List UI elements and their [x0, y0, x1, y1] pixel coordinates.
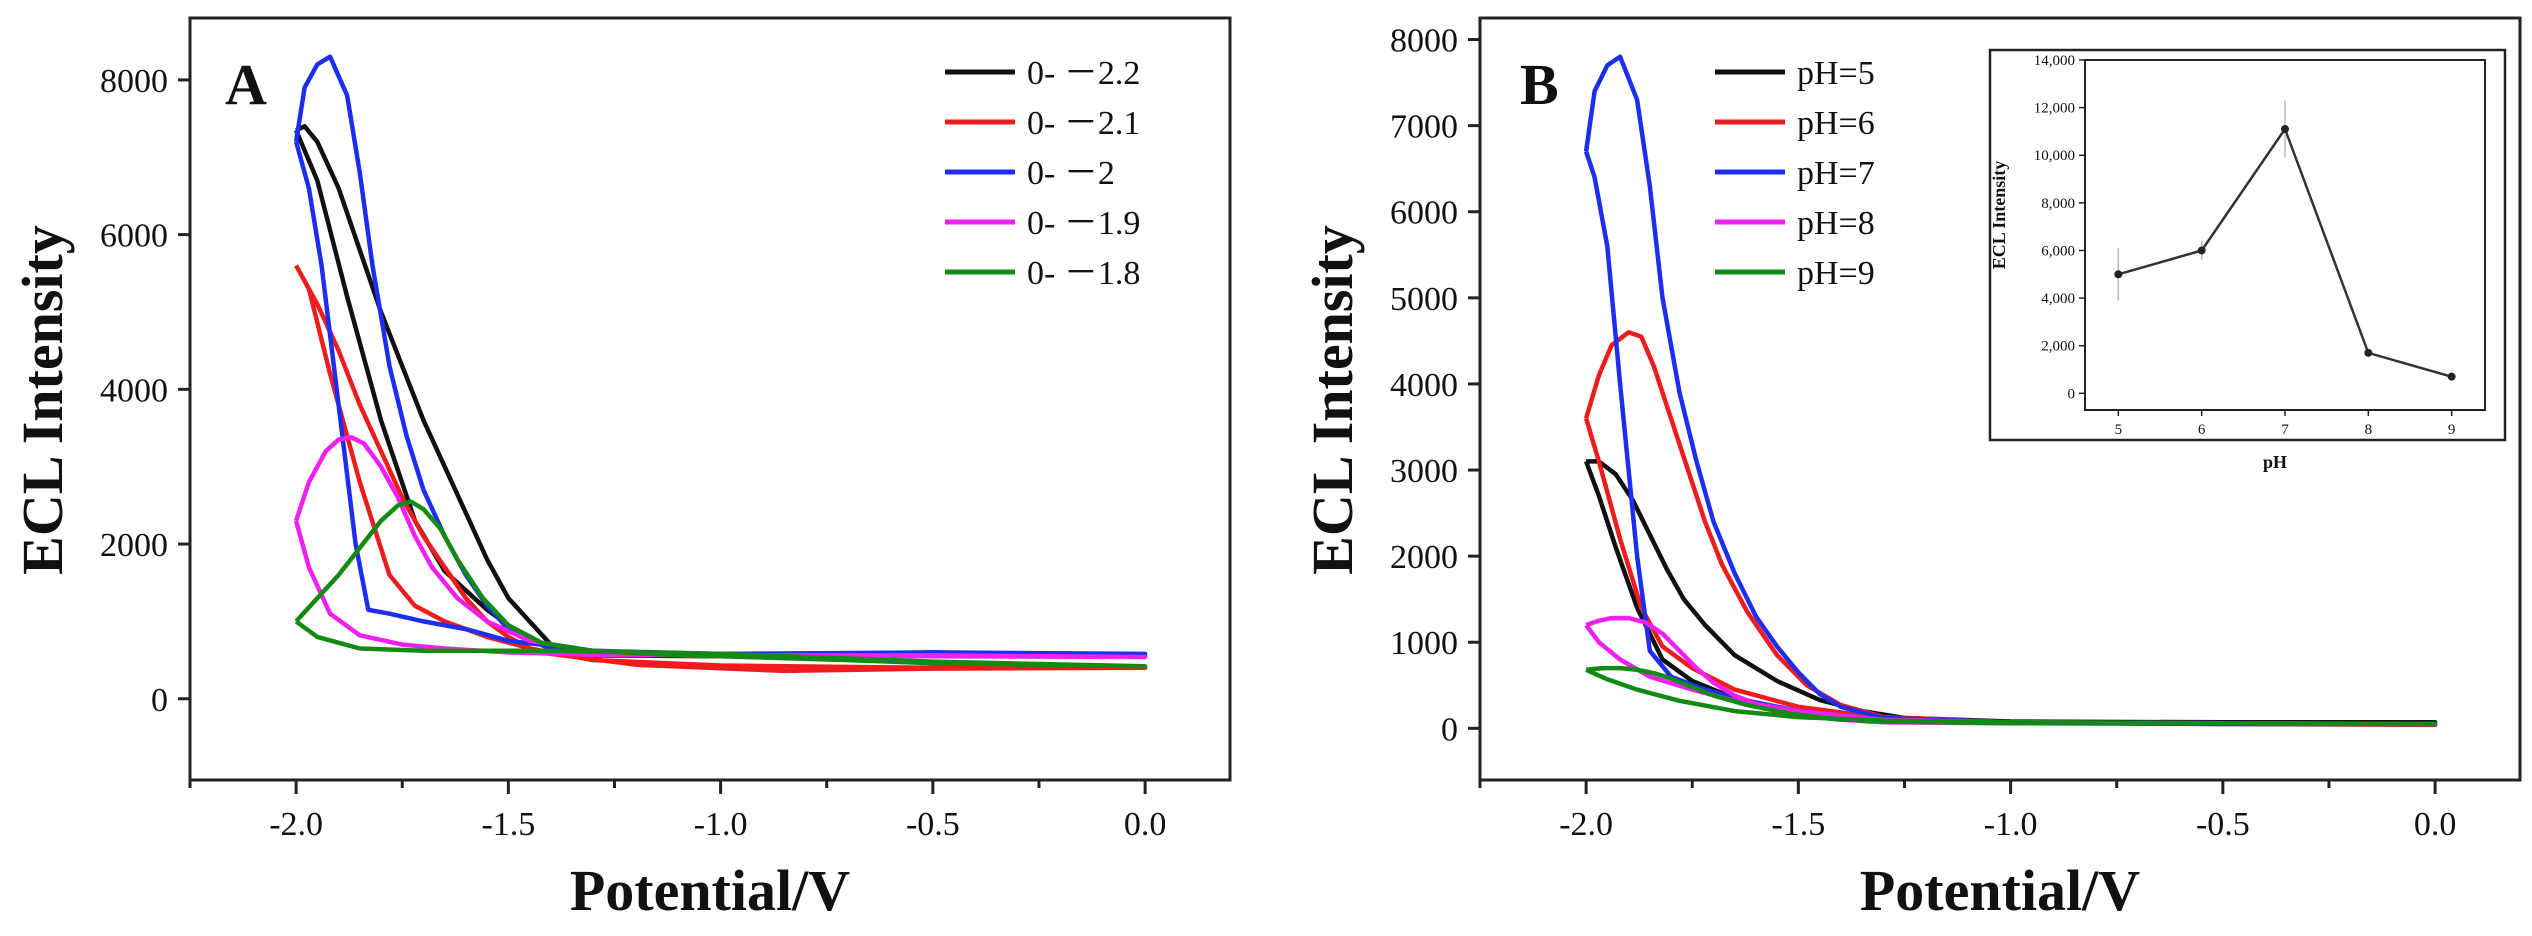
panel-b-y-tick-label: 1000 [1390, 625, 1458, 662]
panel-a: -2.0 -1.5 -1.0 -0.5 0.0 0 2000 4000 6000 8000 A P… [10, 16, 1232, 923]
panel-b-x-tick-label: -1.5 [1771, 806, 1825, 843]
panel-b-y-tick-label: 7000 [1390, 109, 1458, 146]
panel-a-legend: 0- －2.2 0- －2.1 0- －2 0- －1.9 0- －1.8 [945, 55, 1140, 292]
panel-b-legend-label-5: pH=9 [1797, 255, 1875, 292]
panel-a-series-1-line [294, 124, 1148, 659]
inset-x-tick-label: 7 [2281, 422, 2289, 438]
inset-y-tick-label: 14,000 [2034, 53, 2075, 69]
inset-y-axis-title: ECL Intensity [1989, 161, 2009, 270]
panel-b-y-axis-title: ECL Intensity [1300, 225, 1365, 575]
panel-a-series-5-line [294, 499, 1148, 669]
panel-a-legend-label-4: 0- －1.9 [1027, 205, 1140, 242]
inset-x-tick-label: 5 [2115, 422, 2123, 438]
panel-b-x-tick-label: 0.0 [2414, 806, 2457, 843]
panel-a-x-axis-title: Potential/V [570, 858, 850, 923]
inset-x-tick-label: 6 [2198, 422, 2206, 438]
panel-a-y-axis-title: ECL Intensity [10, 225, 75, 575]
panel-b-frame [1478, 16, 2522, 782]
panel-b-x-tick-label: -0.5 [2196, 806, 2250, 843]
panel-a-series-4-line [293, 435, 1148, 660]
inset-y-tick-label: 0 [2068, 386, 2076, 402]
panel-a-x-tick-label: -1.5 [481, 806, 535, 843]
panel-a-y-tick-label: 4000 [100, 372, 168, 409]
inset-data-point [2281, 125, 2289, 134]
panel-a-frame [188, 16, 1232, 782]
panel-a-x-tick-label: -2.0 [269, 806, 323, 843]
panel-b-x-axis-title: Potential/V [1860, 858, 2140, 923]
panel-b-y-tick-label: 8000 [1390, 23, 1458, 60]
panel-b-y-tick-label: 4000 [1390, 367, 1458, 404]
panel-b-y-tick-label: 0 [1441, 711, 1458, 748]
panel-b-label: B [1520, 52, 1559, 117]
panel-b-legend-label-3: pH=7 [1797, 155, 1875, 192]
panel-b-inset: 0 2,000 4,000 6,000 8,000 10,000 12,000 14,000 5… [1988, 48, 2507, 472]
panel-a-legend-label-5: 0- －1.8 [1027, 255, 1140, 292]
panel-a-label: A [225, 52, 267, 117]
panel-b-legend: pH=5 pH=6 pH=7 pH=8 pH=9 [1715, 55, 1875, 292]
panel-a-series-3-line [293, 54, 1148, 657]
inset-y-tick-label: 10,000 [2034, 148, 2075, 164]
inset-y-tick-label: 4,000 [2041, 291, 2075, 307]
panel-b-series-5-line [1585, 665, 2438, 727]
panel-a-legend-label-1: 0- －2.2 [1027, 55, 1140, 92]
panel-b-legend-label-2: pH=6 [1797, 105, 1875, 142]
panel-a-x-tick-label: -0.5 [906, 806, 960, 843]
panel-b-y-tick-label: 5000 [1390, 281, 1458, 318]
inset-y-tick-label: 12,000 [2034, 101, 2075, 117]
inset-x-tick-label: 9 [2448, 422, 2456, 438]
panel-a-legend-label-3: 0- －2 [1027, 155, 1115, 192]
inset-y-tick-label: 6,000 [2041, 243, 2075, 259]
inset-x-axis-title: pH [2263, 452, 2287, 472]
panel-b-x-tick-label: -1.0 [1984, 806, 2038, 843]
panel-b: -2.0 -1.5 -1.0 -0.5 0.0 0 1000 2000 3000 4000 5000… [1300, 16, 2522, 923]
panel-a-y-tick-label: 6000 [100, 218, 168, 255]
panel-a-x-tick-label: -1.0 [694, 806, 748, 843]
panel-a-series-2-line [294, 264, 1148, 674]
panel-a-y-tick-label: 2000 [100, 527, 168, 564]
inset-data-point [2447, 372, 2456, 381]
panel-a-y-tick-label: 0 [151, 682, 168, 719]
inset-y-tick-label: 8,000 [2041, 196, 2075, 212]
panel-b-y-tick-label: 6000 [1390, 195, 1458, 232]
panel-a-y-tick-label: 8000 [100, 63, 168, 100]
panel-a-x-tick-label: 0.0 [1124, 806, 1167, 843]
panel-b-y-tick-label: 3000 [1390, 453, 1458, 490]
inset-frame [1988, 48, 2507, 442]
inset-data-point [2114, 270, 2123, 279]
panel-b-y-tick-label: 2000 [1390, 539, 1458, 576]
panel-b-x-tick-label: -2.0 [1559, 806, 1613, 843]
panel-b-legend-label-4: pH=8 [1797, 205, 1875, 242]
inset-data-point [2197, 246, 2206, 255]
panel-b-legend-label-1: pH=5 [1797, 55, 1875, 92]
panel-a-legend-label-2: 0- －2.1 [1027, 105, 1140, 142]
inset-y-tick-label: 2,000 [2041, 339, 2075, 355]
inset-data-point [2364, 348, 2373, 357]
inset-x-tick-label: 8 [2365, 422, 2373, 438]
